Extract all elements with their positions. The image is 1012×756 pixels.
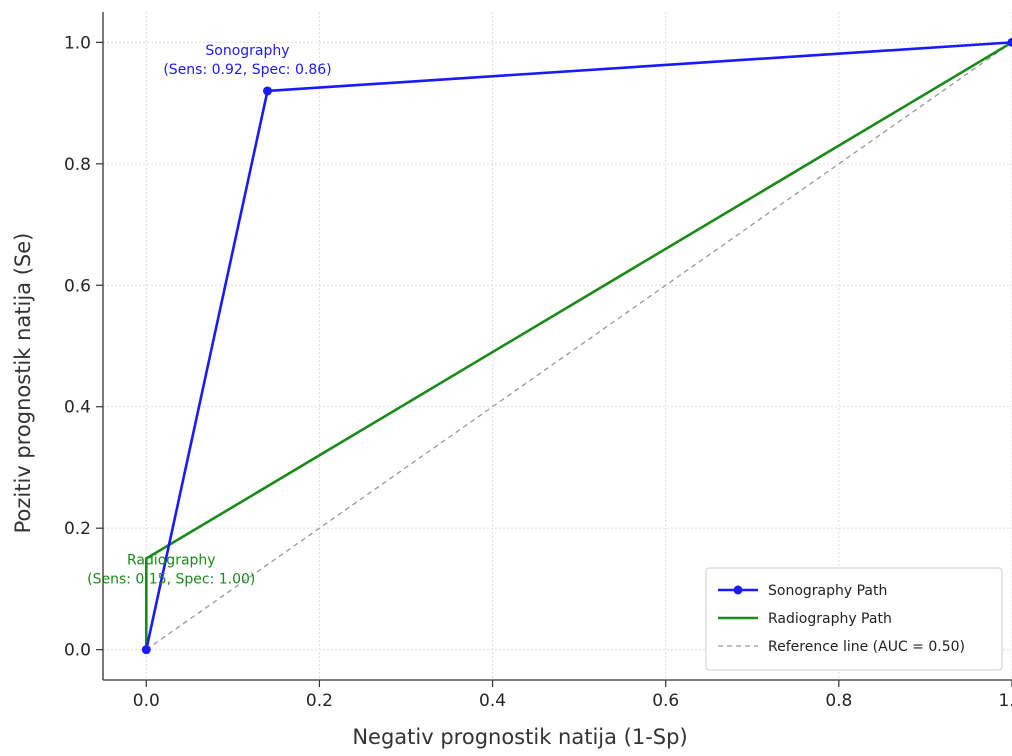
series-layer xyxy=(141,37,1012,655)
axes: 0.0 0.2 0.4 0.6 0.8 1.0 0.0 0.2 0.4 0.6 0.8 1.0 xyxy=(64,12,1012,711)
x-tick-label: 0.2 xyxy=(306,691,333,711)
series-0-point xyxy=(1007,37,1012,47)
y-axis-title: Pozitiv prognostik natija (Se) xyxy=(11,233,35,534)
x-tick-label: 1.0 xyxy=(998,691,1012,711)
legend-label-0: Sonography Path xyxy=(768,583,887,599)
annotation-1-line: (Sens: 0.15, Spec: 1.00) xyxy=(87,572,255,588)
legend-label-1: Radiography Path xyxy=(768,611,892,627)
legend: Sonography Path Radiography Path Reference… xyxy=(705,567,1003,671)
x-tick-label: 0.0 xyxy=(133,691,160,711)
x-tick-label: 0.6 xyxy=(652,691,679,711)
legend-marker-0 xyxy=(733,585,743,595)
y-tick-label: 0.0 xyxy=(64,641,91,661)
annotation-0-line: (Sens: 0.92, Spec: 0.86) xyxy=(163,62,331,78)
legend-box xyxy=(705,567,1003,671)
y-tick-label: 0.4 xyxy=(64,398,91,418)
y-tick-label: 0.8 xyxy=(64,155,91,175)
y-tick-label: 0.2 xyxy=(64,519,91,539)
x-axis-title: Negativ prognostik natija (1-Sp) xyxy=(352,725,687,749)
annotation-1-line: Radiography xyxy=(127,553,216,569)
y-tick-label: 0.6 xyxy=(64,276,91,296)
x-tick-label: 0.8 xyxy=(825,691,852,711)
series-0-point xyxy=(141,645,151,655)
annotation-layer: Sonography (Sens: 0.92, Spec: 0.86) Radiog… xyxy=(87,43,331,588)
legend-label-2: Reference line (AUC = 0.50) xyxy=(768,639,965,655)
annotation-0-line: Sonography xyxy=(205,43,289,59)
series-0-point xyxy=(262,86,272,96)
x-tick-label: 0.4 xyxy=(479,691,506,711)
y-tick-label: 1.0 xyxy=(64,33,91,53)
series-line-1 xyxy=(144,41,1012,650)
